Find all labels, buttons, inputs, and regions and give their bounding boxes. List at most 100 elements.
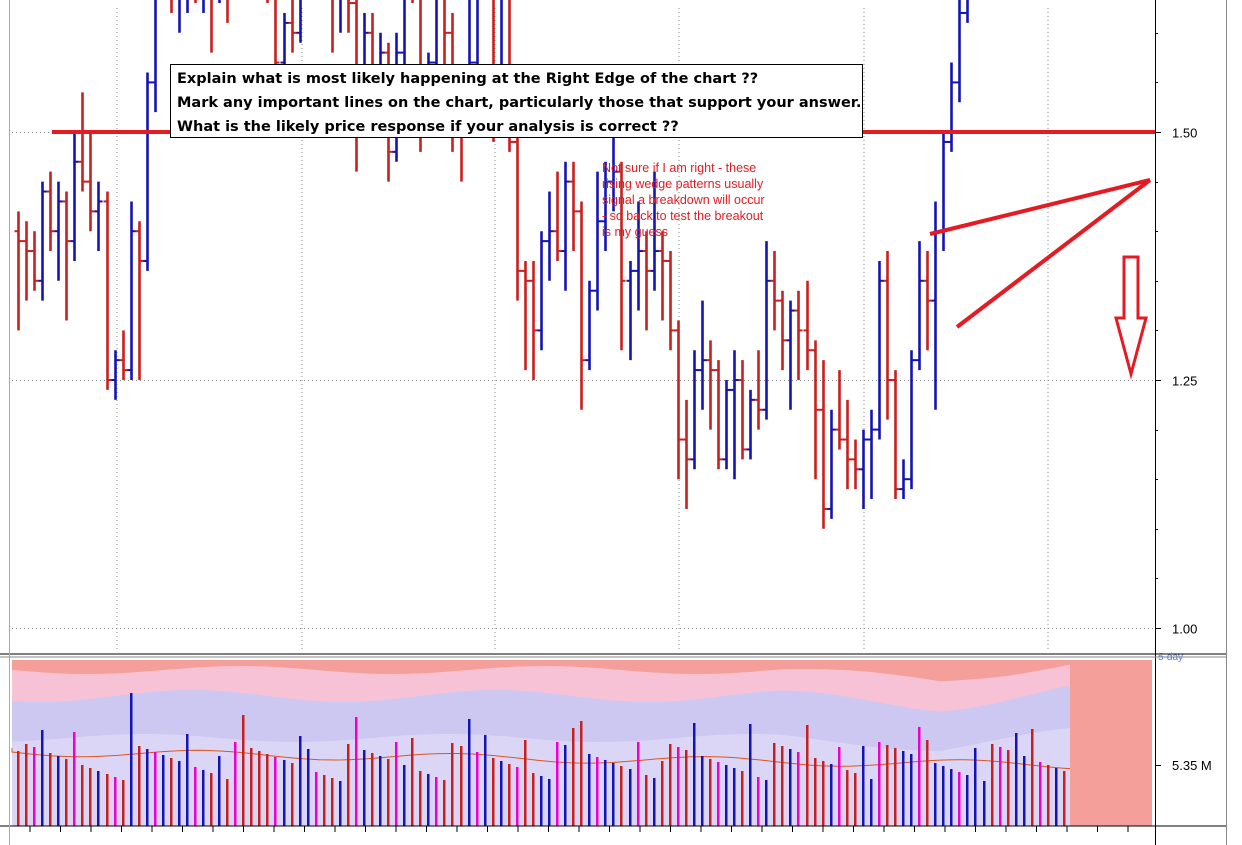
ohlc-bar: [867, 409, 876, 500]
ohlc-bar: [119, 330, 128, 380]
ohlc-bar: [794, 290, 803, 380]
ohlc-bar: [347, 0, 353, 33]
ohlc-bar: [770, 251, 779, 331]
volume-bar: [1023, 756, 1026, 826]
ohlc-bar: [650, 171, 659, 291]
volume-bar: [588, 754, 591, 826]
volume-bar: [468, 719, 471, 826]
ohlc-bar: [682, 399, 691, 509]
ohlc-bar: [296, 0, 302, 43]
ohlc-bar: [339, 0, 342, 33]
ohlc-bar: [674, 320, 683, 480]
volume-bar: [258, 751, 261, 826]
ohlc-bar: [698, 300, 707, 410]
ohlc-bar: [288, 0, 297, 53]
volume-bar: [862, 746, 865, 826]
volume-bar: [307, 749, 310, 826]
ohlc-bar: [827, 409, 836, 519]
ohlc-bar: [811, 340, 820, 480]
volume-bar: [1015, 733, 1018, 826]
volume-bar: [717, 762, 720, 826]
volume-bar: [427, 774, 430, 826]
volume-bar: [122, 780, 125, 826]
volume-bar: [701, 756, 704, 826]
ohlc-bar: [714, 360, 723, 470]
volume-bar: [757, 777, 760, 826]
ohlc-bar: [545, 191, 554, 281]
volume-bar: [870, 779, 873, 826]
ohlc-bar: [722, 380, 731, 470]
volume-bar: [1031, 729, 1034, 826]
ohlc-bar: [103, 191, 112, 390]
ohlc-bar: [127, 201, 136, 380]
volume-bar: [604, 760, 607, 826]
ohlc-bar: [891, 370, 900, 500]
ohlc-bar: [746, 389, 755, 460]
volume-bar: [878, 742, 881, 826]
down-arrow-icon: [1114, 255, 1148, 380]
volume-bar: [958, 772, 961, 826]
ohlc-bar: [955, 0, 964, 103]
volume-bar: [291, 763, 294, 826]
ohlc-bar: [875, 260, 884, 440]
ohlc-bar: [634, 201, 643, 311]
volume-bar: [379, 756, 382, 826]
volume-bar: [991, 744, 994, 826]
volume-bar: [572, 728, 575, 826]
volume-bar: [73, 732, 76, 826]
volume-average-line: [11, 748, 1071, 770]
volume-bar: [1047, 765, 1050, 826]
volume-bar: [435, 777, 438, 826]
volume-pane: [11, 660, 1152, 826]
volume-bar: [170, 758, 173, 826]
volume-bar: [41, 730, 44, 826]
volume-bar: [492, 758, 495, 826]
ohlc-bar: [915, 241, 924, 371]
volume-bar: [33, 747, 36, 826]
question-line: What is the likely price response if you…: [177, 119, 679, 135]
ohlc-bar: [400, 0, 406, 73]
volume-bar: [146, 749, 149, 826]
volume-bar: [806, 725, 809, 826]
ohlc-bar: [754, 350, 763, 430]
volume-bar: [934, 763, 937, 826]
ohlc-bar: [899, 459, 908, 500]
ohlc-bar: [30, 231, 39, 291]
y-tick-label: 1.00: [1172, 622, 1197, 637]
volume-bar: [645, 775, 648, 826]
volume-bar: [942, 766, 945, 826]
volume-bar: [918, 727, 921, 826]
ohlc-bar: [601, 161, 610, 252]
volume-bar: [395, 742, 398, 826]
volume-bar: [966, 775, 969, 826]
volume-bar: [218, 756, 221, 826]
volume-bar: [677, 747, 680, 826]
volume-bar: [765, 780, 768, 826]
volume-bar: [130, 693, 133, 826]
ohlc-bar: [151, 0, 157, 113]
volume-bar: [274, 757, 277, 826]
volume-bar: [814, 758, 817, 826]
volume-bar: [983, 781, 986, 826]
volume-bar: [323, 775, 326, 826]
volume-bar: [451, 743, 454, 826]
volume-bar: [773, 743, 776, 826]
volume-bar: [347, 744, 350, 826]
volume-bar: [629, 769, 632, 826]
ohlc-bar: [883, 251, 892, 420]
volume-bar: [25, 744, 28, 826]
ohlc-bar: [94, 181, 103, 252]
volume-bar: [299, 736, 302, 826]
ohlc-bar: [202, 0, 205, 13]
volume-bar: [1063, 771, 1066, 826]
ohlc-bar: [86, 132, 95, 232]
volume-bar: [637, 742, 640, 826]
ohlc-bar: [70, 132, 79, 261]
volume-bar: [419, 771, 422, 826]
wedge-lower-line: [955, 178, 1152, 329]
volume-bar: [733, 768, 736, 826]
volume-bar: [797, 752, 800, 826]
ohlc-bar: [143, 72, 152, 271]
volume-bar: [1007, 750, 1010, 826]
